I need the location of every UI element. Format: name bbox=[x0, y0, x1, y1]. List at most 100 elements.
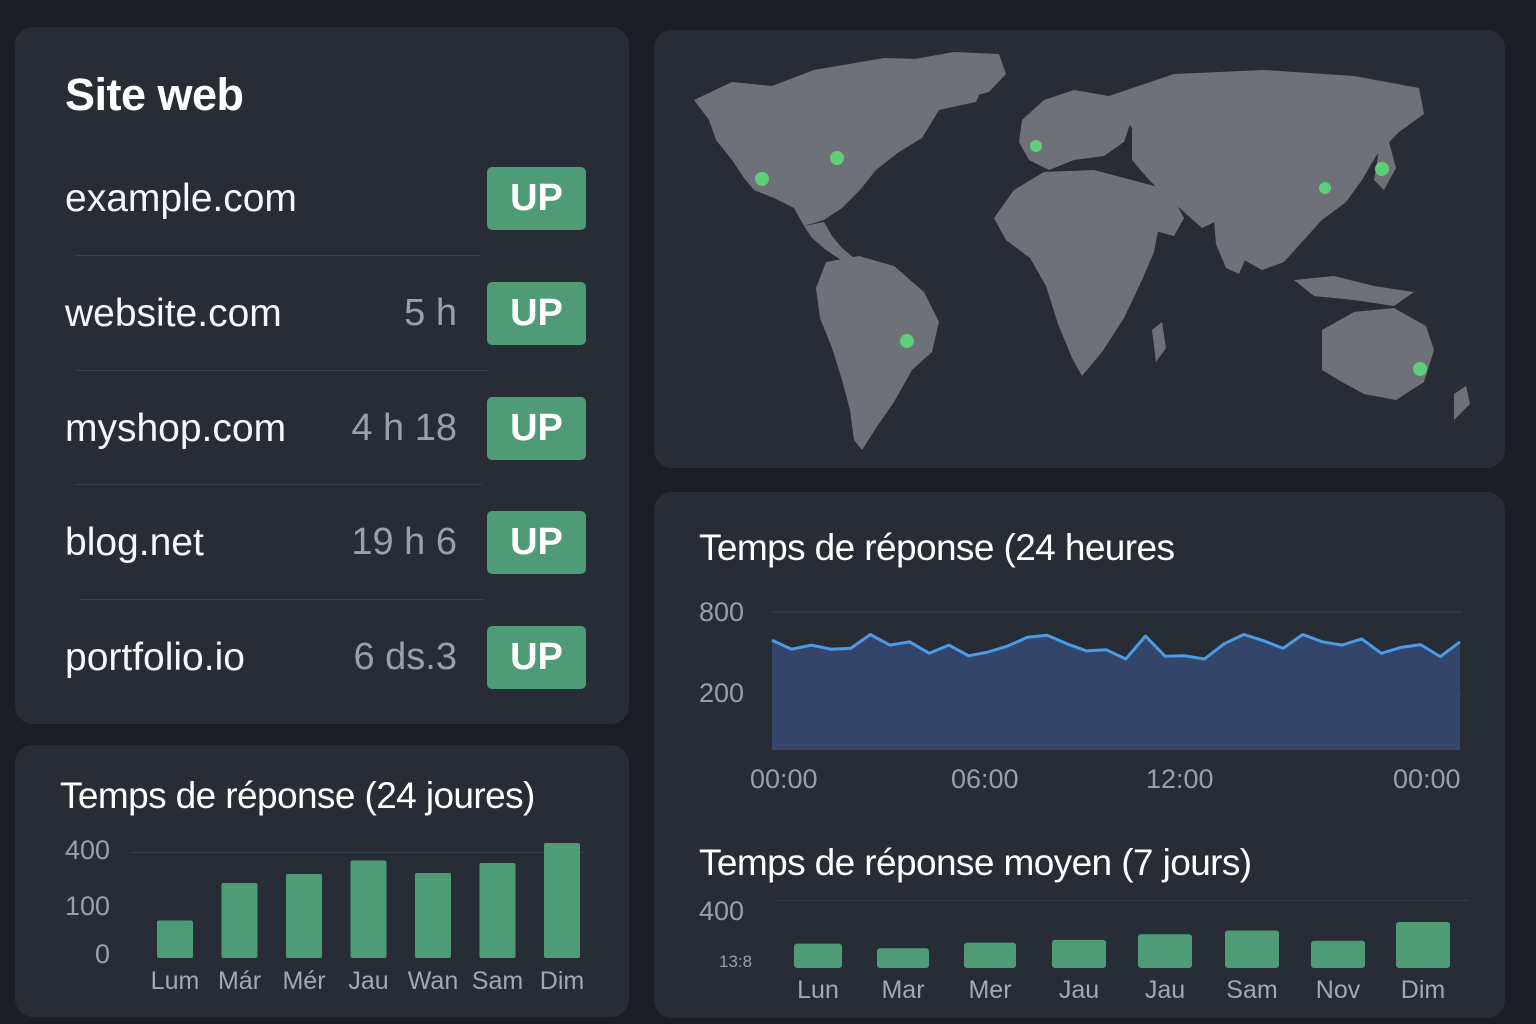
bar[interactable] bbox=[479, 863, 516, 958]
status-badge: UP bbox=[487, 511, 586, 574]
greenland bbox=[909, 52, 1006, 100]
chart-title: Temps de réponse (24 joures) bbox=[60, 775, 535, 816]
marker-europe[interactable] bbox=[1030, 140, 1042, 152]
arabia bbox=[1132, 180, 1184, 236]
x-tick-label: Mar bbox=[881, 976, 925, 1004]
x-tick-label: Wan bbox=[407, 967, 459, 995]
site-row[interactable]: myshop.com 4 h 18 UP bbox=[15, 397, 629, 461]
europe bbox=[1019, 90, 1132, 170]
world-map-card bbox=[654, 30, 1505, 468]
area-chart-24h bbox=[771, 611, 1462, 750]
x-tick: 00:00 bbox=[750, 764, 818, 794]
y-tick: 100 bbox=[65, 891, 111, 921]
bar[interactable] bbox=[1396, 922, 1450, 968]
new-zealand bbox=[1454, 386, 1470, 420]
site-duration: 6 ds.3 bbox=[353, 636, 457, 678]
north-america bbox=[694, 58, 989, 226]
bar[interactable] bbox=[544, 843, 580, 958]
uk bbox=[1024, 110, 1042, 138]
sites-card: Site web example.com UP website.com 5 h … bbox=[15, 27, 629, 724]
status-badge: UP bbox=[487, 626, 586, 689]
bar[interactable] bbox=[794, 943, 842, 968]
bar[interactable] bbox=[964, 942, 1016, 968]
bar[interactable] bbox=[1225, 930, 1279, 968]
response-time-card: Temps de réponse (24 heures 800 200 00:0… bbox=[654, 492, 1505, 1018]
chart-title: Temps de réponse moyen (7 jours) bbox=[699, 842, 1252, 883]
site-name: portfolio.io bbox=[65, 636, 245, 679]
marker-north-america-east[interactable] bbox=[830, 151, 844, 165]
y-tick: 400 bbox=[699, 896, 745, 926]
bar[interactable] bbox=[415, 873, 451, 958]
status-badge: UP bbox=[487, 282, 586, 345]
x-tick-label: Dim bbox=[539, 967, 585, 995]
bar[interactable] bbox=[1052, 939, 1106, 968]
chart-title: Temps de réponse (24 heures bbox=[699, 527, 1175, 568]
bar[interactable] bbox=[1311, 940, 1365, 968]
site-duration: 5 h bbox=[404, 292, 457, 334]
status-badge: UP bbox=[487, 397, 586, 460]
site-duration: 19 h 6 bbox=[351, 521, 457, 563]
divider bbox=[75, 484, 482, 485]
x-tick-label: Nov bbox=[1315, 976, 1361, 1004]
australia bbox=[1322, 308, 1434, 400]
x-tick-label: Sam bbox=[1226, 976, 1278, 1004]
madagascar bbox=[1152, 322, 1166, 362]
central-america bbox=[804, 222, 854, 262]
series-line[interactable] bbox=[771, 633, 1461, 661]
marker-north-america-west[interactable] bbox=[755, 172, 769, 186]
x-tick-label: Mer bbox=[968, 976, 1012, 1004]
map-markers bbox=[755, 140, 1427, 376]
site-name: myshop.com bbox=[65, 407, 287, 450]
site-row[interactable]: example.com UP bbox=[15, 167, 629, 231]
site-name: example.com bbox=[65, 177, 297, 220]
gridline bbox=[774, 900, 1469, 901]
x-tick-label: Dim bbox=[1400, 976, 1446, 1004]
x-tick: 12:00 bbox=[1146, 764, 1214, 794]
divider bbox=[75, 255, 480, 256]
site-row[interactable]: blog.net 19 h 6 UP bbox=[15, 511, 629, 575]
area-fill bbox=[772, 634, 1460, 750]
x-tick-label: Jau bbox=[1144, 976, 1186, 1004]
x-tick: 06:00 bbox=[951, 764, 1019, 794]
x-tick-label: Jau bbox=[348, 967, 389, 995]
map-landmass bbox=[694, 52, 1470, 450]
bar[interactable] bbox=[157, 920, 193, 959]
response-24-bar-card: Temps de réponse (24 joures) 400 100 0 L… bbox=[15, 745, 629, 1017]
south-america bbox=[816, 256, 939, 450]
site-row[interactable]: website.com 5 h UP bbox=[15, 282, 629, 346]
bar[interactable] bbox=[1138, 934, 1192, 968]
site-row[interactable]: portfolio.io 6 ds.3 UP bbox=[15, 626, 629, 690]
y-tick: 13:8 bbox=[719, 952, 753, 971]
x-tick-label: Lum bbox=[150, 967, 200, 995]
marker-japan[interactable] bbox=[1375, 162, 1389, 176]
y-tick: 200 bbox=[699, 678, 745, 708]
sites-title: Site web bbox=[65, 69, 244, 120]
africa bbox=[994, 170, 1159, 376]
x-tick-label: Lun bbox=[797, 976, 839, 1004]
x-tick: 00:00 bbox=[1393, 764, 1461, 794]
bar[interactable] bbox=[221, 883, 258, 958]
y-tick: 400 bbox=[65, 835, 111, 865]
bar[interactable] bbox=[877, 948, 929, 968]
x-tick-label: Sam bbox=[471, 967, 524, 995]
x-tick-label: Már bbox=[217, 967, 262, 995]
y-tick: 800 bbox=[699, 597, 745, 627]
marker-australia[interactable] bbox=[1413, 362, 1427, 376]
x-tick-label: Jau bbox=[1058, 976, 1100, 1004]
y-tick: 0 bbox=[95, 939, 111, 969]
bar-chart-7d bbox=[794, 922, 1450, 968]
site-name: website.com bbox=[65, 292, 282, 335]
site-name: blog.net bbox=[65, 521, 204, 564]
divider bbox=[75, 370, 488, 371]
status-badge: UP bbox=[487, 167, 586, 230]
bar[interactable] bbox=[286, 874, 322, 958]
india bbox=[1214, 218, 1252, 274]
marker-south-america[interactable] bbox=[900, 334, 914, 348]
marker-east-asia[interactable] bbox=[1319, 182, 1331, 194]
world-map bbox=[694, 52, 1470, 450]
bar[interactable] bbox=[350, 860, 387, 959]
divider bbox=[80, 599, 484, 600]
gridline bbox=[130, 852, 585, 853]
site-duration: 4 h 18 bbox=[351, 407, 457, 449]
southeast-asia-islands bbox=[1294, 276, 1414, 306]
